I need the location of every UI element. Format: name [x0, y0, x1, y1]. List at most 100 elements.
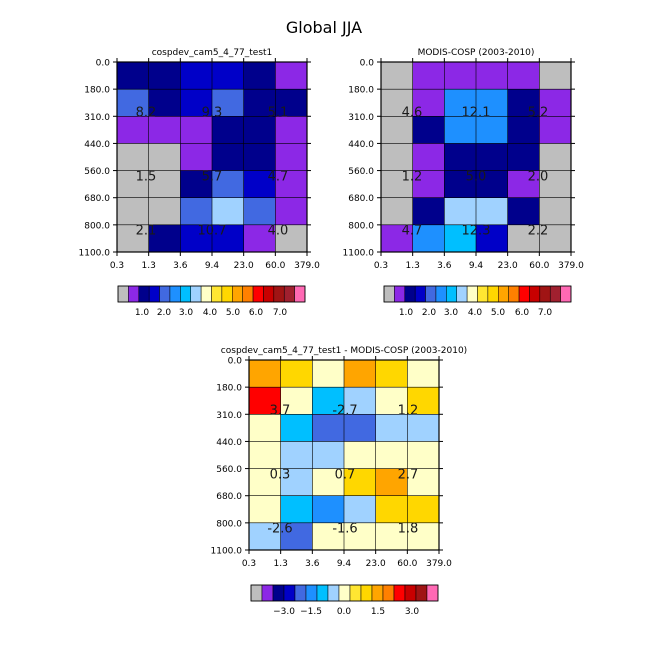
heatmap-cell — [280, 360, 313, 388]
colorbar-swatch — [128, 285, 140, 303]
x-tick-label: 23.0 — [498, 261, 518, 271]
heatmap-cell — [344, 441, 376, 469]
chart-title: cospdev_cam5_4_77_test1 — [152, 48, 273, 58]
colorbar-label: 3.0 — [444, 308, 459, 318]
heatmap-cell — [444, 170, 477, 199]
colorbar-swatch — [393, 584, 406, 602]
y-tick-label: 680.0 — [348, 194, 374, 204]
cell-annotation: 5.2 — [528, 105, 549, 120]
cell-annotation: 5.1 — [268, 105, 289, 120]
y-tick-label: 310.0 — [216, 411, 242, 421]
colorbar-swatch — [327, 584, 340, 602]
cell-annotation: 0.7 — [335, 468, 356, 483]
heatmap-cell — [117, 224, 149, 253]
y-tick-label: 180.0 — [84, 86, 110, 96]
heatmap-cell — [212, 143, 244, 171]
heatmap-cell — [381, 170, 413, 199]
heatmap-cell — [249, 468, 281, 497]
x-tick-label: 1.3 — [406, 261, 420, 271]
heatmap-cell — [375, 468, 408, 497]
heatmap-cell — [180, 116, 213, 144]
x-tick-label: 9.4 — [337, 559, 352, 569]
colorbar-frame — [383, 285, 572, 303]
colorbar-swatch — [138, 285, 150, 303]
cell-annotation: 0.3 — [270, 468, 291, 483]
heatmap-cell — [476, 143, 508, 171]
heatmap-cell — [249, 495, 281, 524]
colorbar-observation: 1.0 2.0 3.0 4.0 5.0 6.0 7.0 — [383, 285, 572, 318]
heatmap-cell — [375, 414, 408, 442]
heatmap-cell — [117, 89, 149, 117]
x-tick-label: 1.3 — [142, 261, 156, 271]
heatmap-cell — [444, 89, 477, 117]
heatmap-cell — [375, 441, 408, 469]
colorbar-swatch — [487, 285, 499, 303]
colorbar-swatch — [200, 285, 212, 303]
y-tick-label: 560.0 — [84, 167, 110, 177]
heatmap-cell — [275, 116, 308, 144]
heatmap-cell — [312, 360, 345, 388]
colorbar-swatch — [211, 285, 223, 303]
cell-annotation: 4.0 — [268, 223, 289, 238]
x-tick-label: 23.0 — [366, 559, 386, 569]
colorbar-swatch — [273, 285, 285, 303]
colorbar-swatch — [371, 584, 384, 602]
colorbar-label: 5.0 — [491, 308, 506, 318]
heatmap-cell — [212, 197, 244, 226]
heatmap-cell — [275, 89, 308, 117]
colorbar-label: 6.0 — [515, 308, 530, 318]
colorbar-swatch — [435, 285, 447, 303]
heatmap-cell — [539, 62, 572, 90]
heatmap-cell — [507, 143, 540, 171]
heatmap-cell — [444, 143, 477, 171]
heatmap-cell — [476, 62, 508, 90]
heatmap-cell — [275, 143, 308, 171]
heatmap-cell — [539, 197, 572, 226]
x-tick-label: 0.3 — [374, 261, 388, 271]
colorbar-label: −1.5 — [300, 607, 322, 617]
heatmap-cell — [412, 116, 445, 144]
heatmap-cell — [381, 224, 413, 253]
x-tick-label: 60.0 — [529, 261, 549, 271]
colorbar-label: 5.0 — [226, 308, 241, 318]
colorbar-swatch — [261, 584, 274, 602]
colorbar-swatch — [148, 285, 160, 303]
heatmap-cell — [412, 89, 445, 117]
heatmap-cell — [344, 522, 376, 551]
heatmap-cell — [180, 143, 213, 171]
heatmap-cell — [243, 89, 276, 117]
y-tick-label: 680.0 — [216, 492, 242, 502]
y-tick-label: 800.0 — [84, 221, 110, 231]
heatmap-cell — [249, 360, 281, 388]
colorbar-label: 7.0 — [538, 308, 553, 318]
colorbar-swatch — [415, 584, 428, 602]
heatmap-cell — [412, 143, 445, 171]
colorbar-label: 2.0 — [422, 308, 437, 318]
colorbar-swatch — [117, 285, 129, 303]
x-tick-label: 3.6 — [305, 559, 320, 569]
y-tick-label: 560.0 — [216, 465, 242, 475]
colorbar-difference: −3.0 −1.5 0.0 1.5 3.0 — [250, 584, 439, 617]
heatmap-cell — [280, 387, 313, 415]
colorbar-swatch — [549, 285, 561, 303]
heatmap-cell — [344, 387, 376, 415]
x-tick-label: 9.4 — [469, 261, 484, 271]
heatmap-cell — [539, 89, 572, 117]
heatmap-cell — [507, 170, 540, 199]
heatmap-cell — [344, 468, 376, 497]
colorbar-frame — [117, 285, 306, 303]
chart-model: cospdev_cam5_4_77_test1 0.3 1.3 3.6 9.4 23.0 6… — [79, 48, 321, 271]
colorbar-swatch — [232, 285, 243, 303]
heatmap-cell — [148, 116, 181, 144]
y-tick-label: 440.0 — [348, 140, 374, 150]
y-tick-label: 310.0 — [348, 113, 374, 123]
heatmap-cell — [312, 414, 345, 442]
heatmap-cell — [539, 170, 572, 199]
heatmap-cell — [476, 116, 508, 144]
cell-annotation: 5.7 — [202, 170, 223, 185]
colorbar-label: 4.0 — [203, 308, 218, 318]
heatmap-cell — [212, 170, 244, 199]
heatmap-cell — [275, 62, 308, 90]
heatmap-cell — [117, 62, 149, 90]
